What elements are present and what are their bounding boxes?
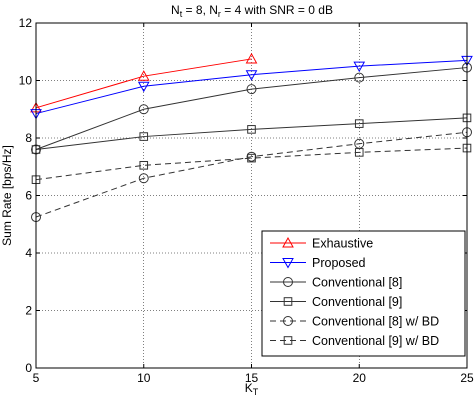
data-point [246,151,257,162]
data-point [139,132,149,141]
series-layer [30,52,473,223]
legend-marker [282,258,294,269]
series-line [35,131,468,218]
series-line [35,67,468,150]
x-tick-label: 25 [460,371,474,385]
y-tick-label: 4 [25,246,32,260]
legend-label: Conventional [8] [312,276,402,290]
data-point [245,52,258,64]
data-point [354,148,364,157]
series-6 [31,143,472,184]
series-line [35,147,468,181]
legend-marker [283,277,293,287]
series-line [35,117,468,150]
legend: Exhaustive Proposed Conventional [8] Conven… [261,230,466,357]
legend-marker [283,316,293,326]
x-tick-label: 15 [245,371,259,385]
axis-ticks: 5 10 15 20 25 0 2 4 6 8 10 12 [19,16,474,385]
data-point [138,173,149,184]
y-tick-label: 12 [19,16,33,30]
data-point [354,72,365,83]
series-line [35,58,252,109]
data-point [247,153,256,163]
x-axis-label: KT [245,381,259,397]
x-tick-label: 10 [137,371,151,385]
y-tick-label: 8 [25,131,32,145]
legend-box [261,230,466,357]
x-tick-label: 20 [353,371,367,385]
data-point [354,119,364,128]
legend-marker [283,297,293,306]
legend-marker [283,336,293,345]
data-point [138,104,149,115]
data-point [137,81,150,93]
legend-label: Conventional [8] w/ BD [312,315,439,329]
data-point [246,84,257,95]
data-point [139,161,149,170]
y-axis-label: Sum Rate [bps/Hz] [0,145,14,246]
series-5 [31,127,472,223]
legend-marker [282,236,294,248]
data-point [245,70,258,81]
data-point [353,61,366,73]
data-point [137,70,150,81]
x-tick-label: 5 [33,371,40,385]
series-line [35,59,468,115]
legend-label: Conventional [9] [312,295,402,309]
data-point [247,125,256,134]
y-tick-label: 2 [25,304,32,318]
legend-label: Conventional [9] w/ BD [312,334,439,348]
legend-label: Proposed [312,256,366,270]
legend-label: Exhaustive [312,237,373,251]
chart-title: Nt = 8, Nr = 4 with SNR = 0 dB [171,3,333,19]
y-tick-label: 10 [19,74,33,88]
y-tick-label: 6 [25,189,32,203]
y-tick-label: 0 [25,361,32,375]
